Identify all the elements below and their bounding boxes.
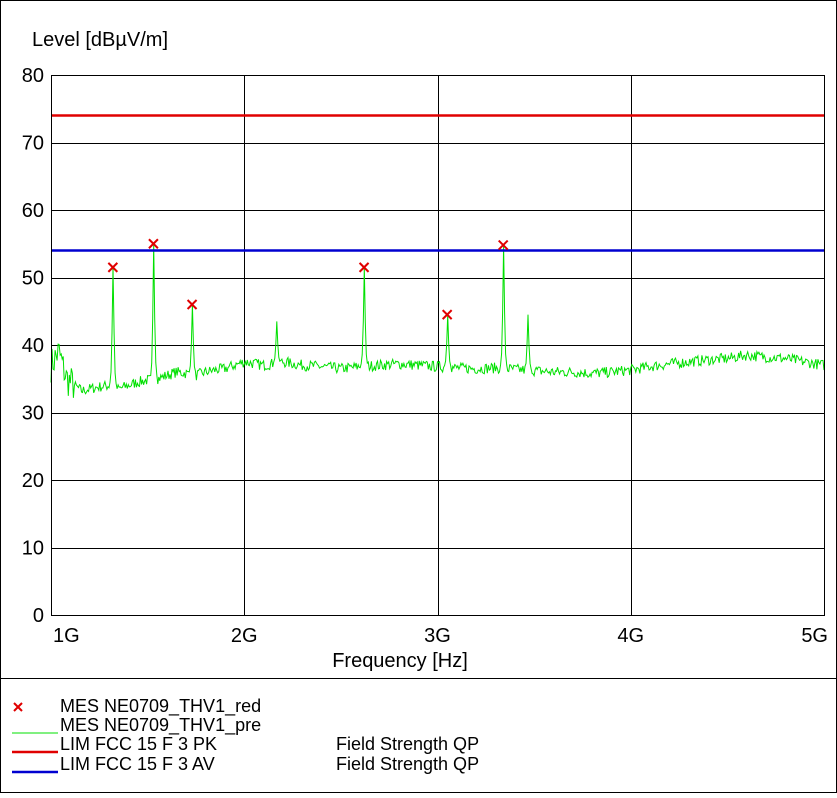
marker-point	[107, 262, 119, 273]
x-tick-labels: 1G 2G 3G 4G 5G	[53, 625, 828, 647]
y-tick-label: 80	[22, 65, 44, 87]
y-tick-label: 60	[22, 200, 44, 222]
grid	[51, 75, 824, 615]
marker-stroke	[148, 238, 159, 249]
x-tick-label: 2G	[231, 625, 258, 647]
x-tick-label: 3G	[424, 625, 451, 647]
marker-stroke	[358, 262, 370, 273]
y-tick-label: 20	[22, 470, 44, 492]
legend-label-mes-pre: MES NE0709_THV1_pre	[60, 715, 261, 736]
marker-layer	[107, 238, 509, 320]
marker-stroke	[107, 262, 119, 273]
series-mes-pre-line	[50, 243, 825, 398]
x-tick-label: 5G	[801, 625, 828, 647]
legend-note-lim-pk: Field Strength QP	[336, 734, 479, 754]
plot-border	[51, 75, 825, 616]
limit-layer	[51, 114, 824, 252]
legend-label-mes-red: MES NE0709_THV1_red	[60, 696, 261, 717]
marker-stroke	[441, 309, 453, 320]
legend-label-lim-av: LIM FCC 15 F 3 AV	[60, 754, 215, 774]
y-axis-title: Level [dBµV/m]	[32, 29, 168, 51]
marker-point	[148, 238, 159, 249]
x-tick-label: 1G	[53, 625, 80, 647]
x-tick-label: 4G	[617, 625, 644, 647]
marker-point	[186, 299, 198, 310]
y-tick-labels: 0 10 20 30 40 50 60 70 80	[22, 65, 44, 627]
y-tick-label: 10	[22, 538, 44, 560]
y-tick-label: 0	[33, 605, 44, 627]
y-tick-label: 30	[22, 403, 44, 425]
marker-point	[441, 309, 453, 320]
marker-stroke	[186, 299, 198, 310]
y-tick-label: 40	[22, 335, 44, 357]
trace-layer	[50, 243, 825, 398]
marker-stroke	[497, 239, 509, 251]
marker-point	[358, 262, 370, 273]
y-tick-label: 70	[22, 133, 44, 155]
legend-marker-swatch	[13, 702, 23, 712]
legend-note-lim-av: Field Strength QP	[336, 754, 479, 774]
legend-label-lim-pk: LIM FCC 15 F 3 PK	[60, 734, 217, 754]
marker-point	[497, 239, 509, 251]
y-tick-label: 50	[22, 268, 44, 290]
x-axis-title: Frequency [Hz]	[332, 650, 468, 672]
